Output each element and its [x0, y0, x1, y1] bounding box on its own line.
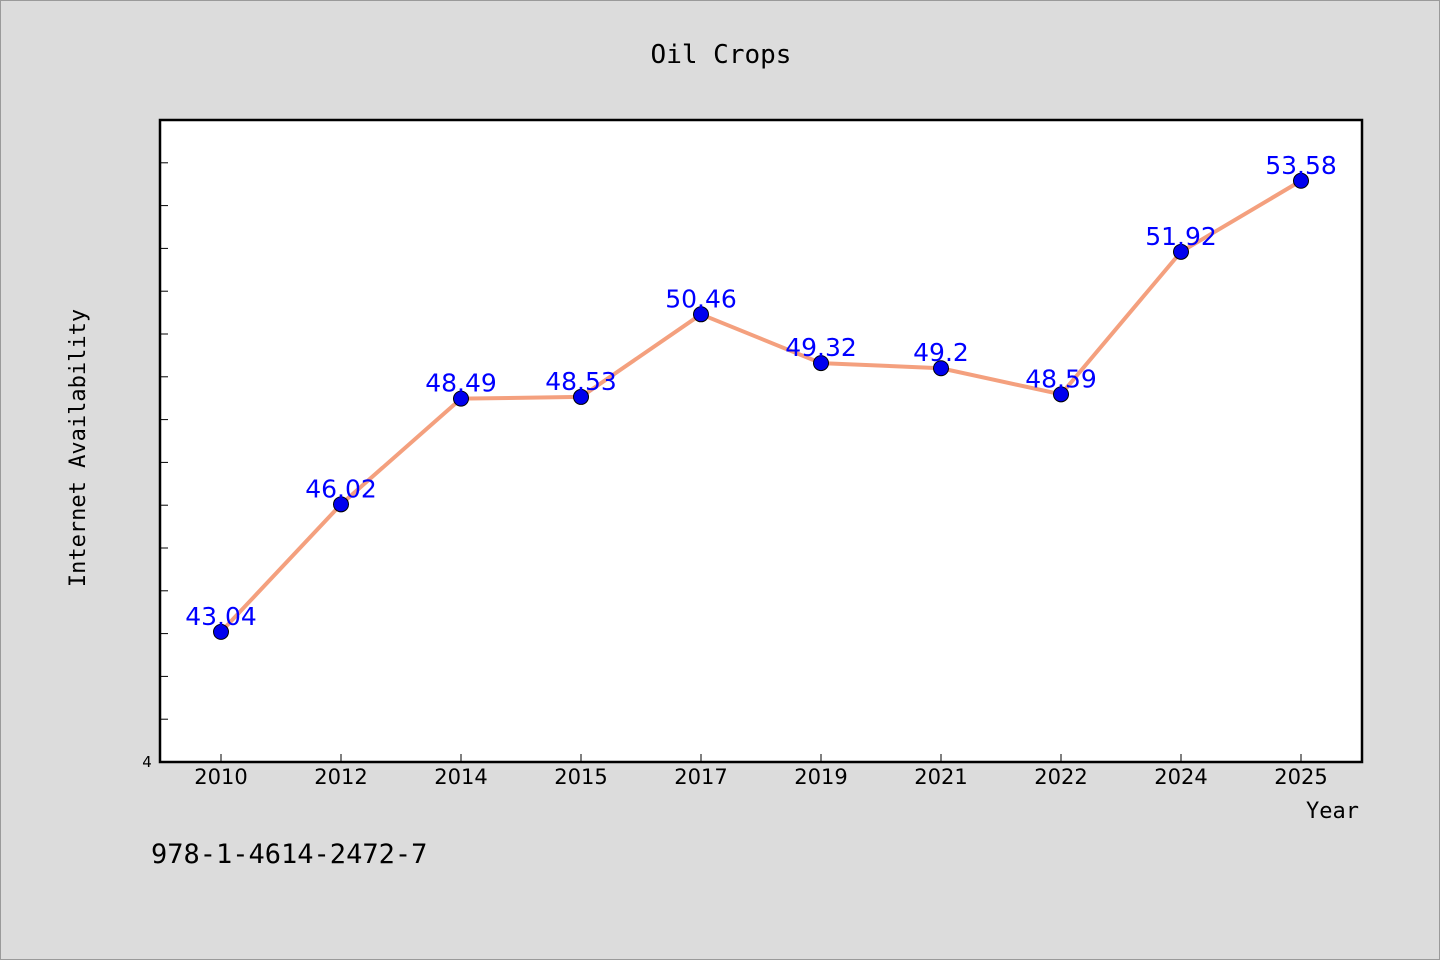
- series-layer: 43.04 46.02 48.49 48.53 50.46 49.32 49.2 48.59 5…: [185, 151, 1337, 640]
- data-point: [573, 388, 589, 405]
- x-tick-label: 2010: [194, 765, 247, 789]
- data-point: [933, 360, 949, 377]
- plot-area: [158, 118, 1364, 764]
- data-label: 49.32: [785, 333, 857, 362]
- x-tick-label: 2021: [914, 765, 967, 789]
- x-tick-label: 2015: [554, 765, 607, 789]
- x-axis-ticks: 2010 2012 2014 2015 2017 2019 2021 2022 2024 2025: [194, 754, 1328, 789]
- data-point: [213, 623, 229, 640]
- x-tick-label: 2024: [1154, 765, 1207, 789]
- data-point: [333, 496, 349, 513]
- data-point: [813, 355, 829, 372]
- x-tick-label: 2017: [674, 765, 727, 789]
- data-point: [1053, 386, 1069, 403]
- x-tick-label: 2025: [1274, 765, 1327, 789]
- data-point: [1173, 243, 1189, 260]
- data-label: 51.92: [1145, 222, 1217, 251]
- x-tick-label: 2019: [794, 765, 847, 789]
- data-label: 48.59: [1025, 364, 1097, 393]
- data-point: [693, 306, 709, 323]
- x-tick-label: 2022: [1034, 765, 1087, 789]
- data-label: 50.46: [665, 284, 737, 313]
- data-label: 48.49: [425, 369, 497, 398]
- data-label: 48.53: [545, 367, 617, 396]
- data-label: 49.2: [913, 338, 969, 367]
- data-label: 53.58: [1265, 151, 1337, 180]
- series-line: [219, 178, 1303, 634]
- data-point: [453, 390, 469, 407]
- y-axis-ticks: [160, 162, 168, 720]
- data-point: [1293, 172, 1309, 189]
- y-tick-label: 4: [142, 753, 152, 771]
- isbn-text: 978-1-4614-2472-7: [151, 839, 427, 870]
- x-tick-label: 2014: [434, 765, 487, 789]
- x-tick-label: 2012: [314, 765, 367, 789]
- data-label: 46.02: [305, 474, 377, 503]
- x-axis-label: Year: [1306, 799, 1359, 824]
- chart-title: Oil Crops: [651, 40, 792, 70]
- y-axis-label: Internet Availability: [66, 309, 91, 587]
- data-label: 43.04: [185, 602, 257, 631]
